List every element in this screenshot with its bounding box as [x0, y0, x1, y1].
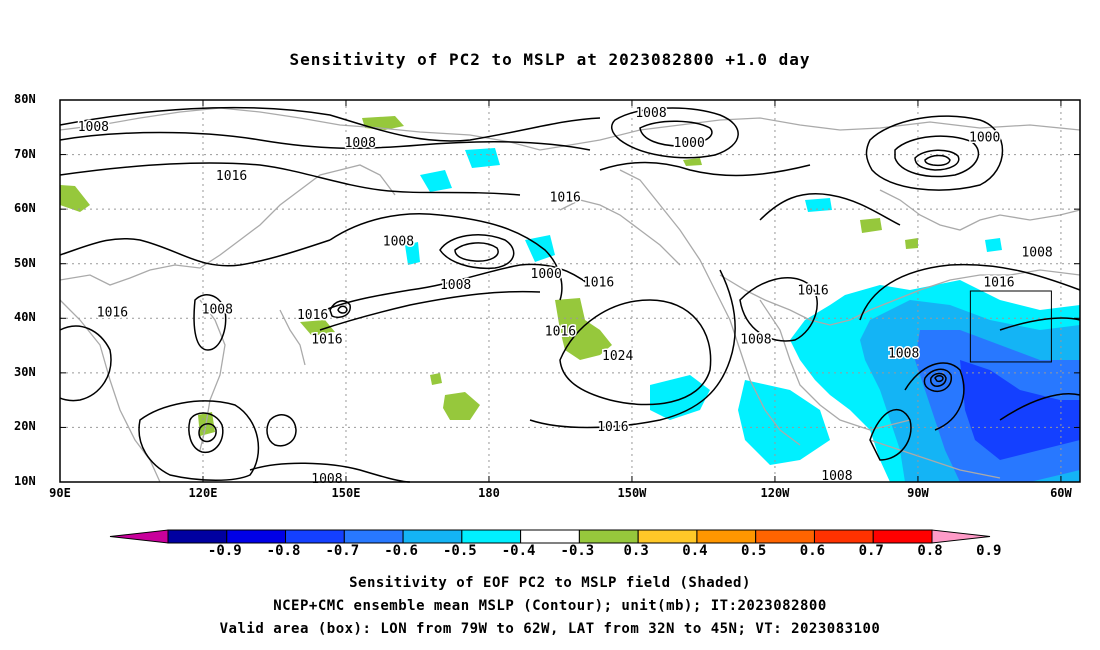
contour-label: 1000: [674, 136, 705, 151]
contour-label: 1000: [531, 267, 562, 282]
contour-label: 1016: [311, 333, 342, 348]
contour-label: 1008: [311, 472, 342, 487]
colorbar-label: 0.5: [741, 543, 767, 559]
colorbar-label: 0.4: [682, 543, 708, 559]
lat-tick-label: 80N: [14, 92, 36, 106]
caption-line-2: NCEP+CMC ensemble mean MSLP (Contour); u…: [273, 598, 827, 614]
colorbar-label: -0.6: [384, 543, 418, 559]
colorbar-swatch: [813, 529, 874, 544]
contour-label: 1016: [583, 275, 614, 290]
contour-label: 1008: [202, 303, 233, 318]
lat-tick-label: 50N: [14, 255, 36, 270]
colorbar-swatch: [461, 529, 522, 544]
lat-tick-label: 10N: [14, 474, 36, 488]
mslp-contours: [59, 106, 1081, 483]
contour-label: 1008: [1021, 245, 1052, 260]
caption-line-3: Valid area (box): LON from 79W to 62W, L…: [219, 621, 881, 637]
contour-label: 1016: [297, 308, 328, 323]
colorbar-swatch: [755, 529, 815, 544]
lon-tick-label: 150E: [331, 486, 361, 500]
lon-tick-label: 90E: [49, 486, 71, 500]
lat-tick-label: 70N: [14, 146, 36, 161]
contour-label: 1008: [383, 234, 414, 249]
lon-tick-label: 150W: [617, 486, 647, 500]
lon-tick-label: 180: [478, 486, 500, 500]
colorbar-swatch: [578, 529, 639, 544]
lat-tick-label: 30N: [14, 364, 36, 379]
colorbar-high-triangle: [931, 529, 991, 544]
colorbar-swatch: [285, 529, 345, 544]
colorbar-label: 0.8: [917, 543, 943, 559]
contour-label: 1016: [545, 324, 576, 339]
map-frame: [59, 99, 1081, 483]
contour-labels: 1008 1008 1016 1016 1008 1016 1016 1008 1016 1008…: [76, 105, 1054, 489]
contour-label: 1016: [597, 420, 628, 435]
lon-tick-label: 120W: [760, 486, 790, 500]
contour-label: 1008: [635, 106, 666, 121]
colorbar-label: -0.4: [501, 543, 536, 559]
colorbar-swatch: [226, 529, 287, 544]
contour-label: 1008: [888, 346, 919, 361]
colorbar-label: -0.7: [325, 543, 360, 559]
colorbar-swatch: [872, 529, 933, 544]
colorbar: [109, 529, 991, 544]
contour-label: 1016: [983, 275, 1014, 290]
valid-area-box: [969, 290, 1052, 363]
colorbar-swatch: [520, 529, 580, 544]
colorbar-label: 0.7: [858, 543, 884, 559]
contour-label: 1016: [97, 305, 128, 320]
colorbar-label: 0.6: [799, 543, 826, 559]
contour-label: 1008: [78, 120, 109, 135]
lat-tick-label: 60N: [14, 201, 36, 216]
lat-tick-label: 20N: [14, 419, 36, 434]
colorbar-swatch: [167, 529, 228, 544]
colorbar-swatch: [637, 529, 698, 544]
colorbar-label: -0.3: [560, 543, 595, 559]
colorbar-swatch: [696, 529, 757, 544]
contour-label: 1024: [602, 349, 633, 364]
map-title: Sensitivity of PC2 to MSLP at 2023082800…: [289, 50, 811, 69]
colorbar-low-triangle: [109, 529, 169, 544]
caption-line-1: Sensitivity of EOF PC2 to MSLP field (Sh…: [349, 575, 751, 591]
contour-label: 1008: [345, 136, 376, 151]
contour-label: 1016: [797, 284, 828, 299]
colorbar-swatch: [402, 529, 463, 544]
contour-label: 1008: [440, 278, 471, 293]
colorbar-label: 0.9: [976, 543, 1002, 559]
lon-tick-label: 60W: [1050, 486, 1072, 500]
colorbar-label: -0.9: [207, 543, 242, 559]
sensitivity-shading: [60, 116, 1080, 482]
axis-ticks: [59, 99, 1080, 483]
contour-label: 1008: [821, 469, 852, 484]
lat-tick-label: 40N: [14, 310, 36, 325]
colorbar-label: -0.8: [266, 543, 301, 559]
contour-label: 1016: [550, 191, 581, 206]
colorbar-swatch: [343, 529, 404, 544]
contour-label: 1000: [969, 131, 1000, 146]
lon-tick-label: 120E: [188, 486, 218, 500]
colorbar-label: 0.3: [623, 543, 649, 559]
colorbar-label: -0.5: [442, 543, 477, 559]
contour-label: 1016: [216, 169, 247, 184]
lon-tick-label: 90W: [907, 486, 929, 500]
contour-label: 1008: [740, 333, 771, 348]
